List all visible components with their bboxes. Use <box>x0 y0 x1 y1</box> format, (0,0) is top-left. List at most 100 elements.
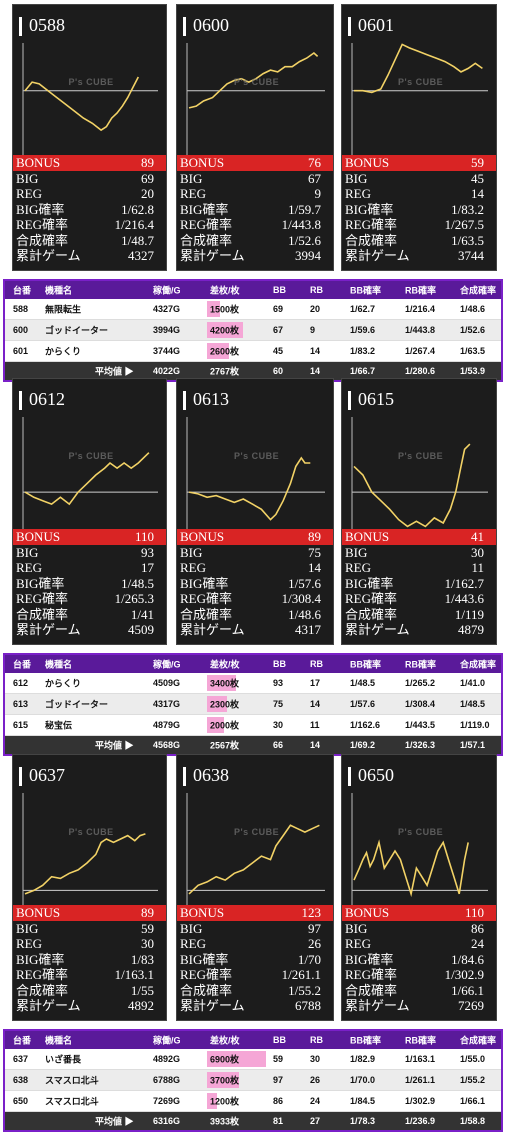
column-header-bb: BB <box>273 659 286 669</box>
column-header-bbr: BB確率 <box>350 285 381 296</box>
stat-value: 4327 <box>128 248 154 263</box>
table-row[interactable]: 600 ゴッドイーター 3994G 4200枚 67 9 1/59.6 1/443.8 1/52… <box>5 320 501 341</box>
table-row[interactable]: 612 からくり 4509G 3400枚 93 17 1/48.5 1/265.2 1/41.0 <box>5 673 501 694</box>
watermark-logo: P's CUBE <box>68 451 114 461</box>
cell-diff: 2000枚 <box>210 720 240 731</box>
watermark-logo: P's CUBE <box>398 451 444 461</box>
avg-rbr: 1/280.6 <box>405 366 436 376</box>
average-label: 平均値 ▶ <box>95 1116 134 1127</box>
cell-tr: 1/66.1 <box>460 1096 486 1106</box>
table-row[interactable]: 637 いざ番長 4892G 6900枚 59 30 1/82.9 1/163.1 1/55.0 <box>5 1049 501 1070</box>
stat-label: REG確率 <box>180 591 233 606</box>
stat-label: 合成確率 <box>180 606 233 622</box>
avg-tr: 1/57.1 <box>460 740 486 750</box>
avg-diff: 3933枚 <box>210 1116 240 1127</box>
cell-no: 600 <box>13 325 29 335</box>
table-row[interactable]: 588 無限転生 4327G 1500枚 69 20 1/62.7 1/216.4 1/48.6 <box>5 299 501 320</box>
avg-tr: 1/53.9 <box>460 366 486 376</box>
stat-row-big-rate: BIG確率 1/62.8 <box>13 202 166 218</box>
column-header-bb: BB <box>273 1035 286 1045</box>
title-marker <box>348 17 351 36</box>
machine-panel[interactable]: 0588 P's CUBE BONUS 89 BIG 69 REG 20 BIG確率 1/62.8… <box>12 4 167 271</box>
stat-value: 24 <box>471 936 484 951</box>
column-header-bbr: BB確率 <box>350 1035 381 1046</box>
table-row[interactable]: 613 ゴッドイーター 4317G 2300枚 75 14 1/57.6 1/308.4 1/4… <box>5 694 501 715</box>
diff-bar <box>207 1072 239 1088</box>
stat-label: REG <box>16 186 42 201</box>
table-row[interactable]: 601 からくり 3744G 2600枚 45 14 1/83.2 1/267.4 1/63.5 <box>5 341 501 362</box>
stat-value: 4509 <box>128 622 154 637</box>
stat-value: 89 <box>308 529 321 544</box>
stat-value: 3744 <box>458 248 484 263</box>
machine-number: 0615 <box>358 389 394 409</box>
machine-number: 0613 <box>193 389 229 409</box>
stat-value: 67 <box>308 170 321 186</box>
stat-label: 累計ゲーム <box>180 998 245 1013</box>
column-header-name: 機種名 <box>45 285 73 296</box>
stat-label: 累計ゲーム <box>16 248 81 263</box>
stat-value: 1/52.6 <box>288 232 321 248</box>
stat-row-big: BIG 69 <box>13 171 166 187</box>
avg-rb: 27 <box>310 1116 321 1126</box>
stat-label: 累計ゲーム <box>345 248 410 263</box>
stat-row-bonus: BONUS 59 <box>342 155 496 171</box>
cell-games: 4317G <box>153 699 181 709</box>
stat-label: BIG確率 <box>345 951 394 967</box>
stat-label: BIG確率 <box>16 575 65 591</box>
machine-panel[interactable]: 0637 P's CUBE BONUS 89 BIG 59 REG 30 BIG確率 1/83 RE… <box>12 754 167 1021</box>
table-row[interactable]: 638 スマスロ北斗 6788G 3700枚 97 26 1/70.0 1/261.1 1/55… <box>5 1070 501 1091</box>
stat-row-total-rate: 合成確率 1/41 <box>13 607 166 623</box>
machine-panel[interactable]: 0613 P's CUBE BONUS 89 BIG 75 REG 14 BIG確率 1/57.6… <box>176 378 334 645</box>
stat-value: 1/48.5 <box>121 575 154 591</box>
cell-no: 612 <box>13 678 29 688</box>
cell-bb: 75 <box>273 699 284 709</box>
stat-row-big-rate: BIG確率 1/57.6 <box>177 576 333 592</box>
cell-rbr: 1/261.1 <box>405 1075 436 1085</box>
stat-label: BIG <box>345 920 368 936</box>
stat-row-big: BIG 45 <box>342 171 496 187</box>
stat-label: 累計ゲーム <box>345 998 410 1013</box>
cell-bbr: 1/82.9 <box>350 1054 376 1064</box>
stats-list: BONUS 41 BIG 30 REG 11 BIG確率 1/162.7 REG確率 1/443.… <box>342 529 496 638</box>
stats-list: BONUS 89 BIG 75 REG 14 BIG確率 1/57.6 REG確率 1/308.4… <box>177 529 333 638</box>
stat-value: 14 <box>308 560 321 575</box>
stat-row-bonus: BONUS 89 <box>177 529 333 545</box>
stat-row-reg-rate: REG確率 1/265.3 <box>13 591 166 607</box>
stat-value: 1/162.7 <box>444 575 484 591</box>
machine-panel[interactable]: 0638 P's CUBE BONUS 123 BIG 97 REG 26 BIG確率 1/70 R… <box>176 754 334 1021</box>
machine-number: 0650 <box>358 765 394 785</box>
avg-bb: 81 <box>273 1116 284 1126</box>
watermark-logo: P's CUBE <box>398 827 444 837</box>
machine-panel[interactable]: 0600 P's CUBE BONUS 76 BIG 67 REG 9 BIG確率 1/59.7 R… <box>176 4 334 271</box>
column-header-name: 機種名 <box>45 659 73 670</box>
machine-panel[interactable]: 0612 P's CUBE BONUS 110 BIG 93 REG 17 BIG確率 1/48.… <box>12 378 167 645</box>
machine-panel[interactable]: 0615 P's CUBE BONUS 41 BIG 30 REG 11 BIG確率 1/162.… <box>341 378 497 645</box>
cell-games: 6788G <box>153 1075 181 1085</box>
slump-graph <box>22 417 158 533</box>
machine-number: 0588 <box>29 15 65 35</box>
table-row[interactable]: 650 スマスロ北斗 7269G 1200枚 86 24 1/84.5 1/302.9 1/66… <box>5 1091 501 1112</box>
machine-panel[interactable]: 0601 P's CUBE BONUS 59 BIG 45 REG 14 BIG確率 1/83.2… <box>341 4 497 271</box>
cell-name: からくり <box>45 678 82 689</box>
avg-diff: 2567枚 <box>210 740 240 751</box>
stats-list: BONUS 89 BIG 69 REG 20 BIG確率 1/62.8 REG確率 1/216.4… <box>13 155 166 264</box>
stat-label: BIG <box>180 170 203 186</box>
stat-label: REG <box>16 560 42 575</box>
cell-name: からくり <box>45 346 82 357</box>
stat-row-reg-rate: REG確率 1/163.1 <box>13 967 166 983</box>
stat-value: 30 <box>471 544 484 560</box>
stat-value: 1/48.6 <box>288 606 321 622</box>
average-row: 平均値 ▶ 4568G 2567枚 66 14 1/69.2 1/326.3 1/57.1 <box>5 736 501 754</box>
stat-value: 1/55.2 <box>288 982 321 998</box>
stat-label: REG <box>345 936 371 951</box>
stat-row-reg: REG 20 <box>13 186 166 202</box>
machine-panel[interactable]: 0650 P's CUBE BONUS 110 BIG 86 REG 24 BIG確率 1/84.… <box>341 754 497 1021</box>
cell-rbr: 1/163.1 <box>405 1054 436 1064</box>
slump-line <box>188 51 319 109</box>
stat-row-reg: REG 14 <box>342 186 496 202</box>
stat-row-big: BIG 75 <box>177 545 333 561</box>
cell-name: ゴッドイーター <box>45 325 109 336</box>
table-row[interactable]: 615 秘宝伝 4879G 2000枚 30 11 1/162.6 1/443.5 1/119.… <box>5 715 501 736</box>
table-header: 台番 機種名 稼働/G 差枚/枚 BB RB BB確率 RB確率 合成確率 <box>5 1031 501 1049</box>
avg-bb: 66 <box>273 740 284 750</box>
